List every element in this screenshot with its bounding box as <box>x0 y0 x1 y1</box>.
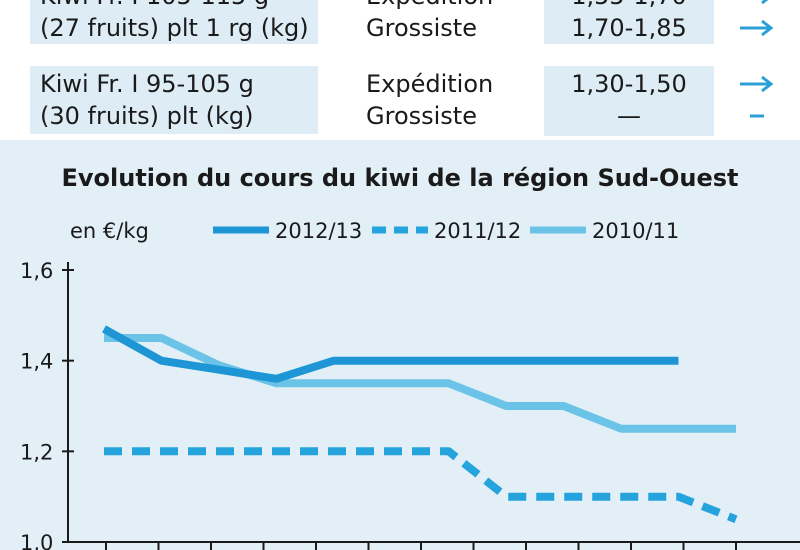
line-chart: en €/kg 2012/13 2011/12 2010/11 1,01,21,41… <box>20 219 800 550</box>
legend-label: 2010/11 <box>592 219 679 243</box>
price-cell: 1,30-1,50 — <box>544 66 714 136</box>
table-row: Kiwi Fr. I 95-105 g (30 fruits) plt (kg)… <box>0 66 800 136</box>
price-line-1: 1,30-1,50 <box>571 70 687 98</box>
legend-label: 2011/12 <box>434 219 521 243</box>
right-arrow-icon <box>761 0 769 5</box>
legend: 2012/13 2011/12 2010/11 <box>213 219 679 243</box>
series-group <box>102 325 738 524</box>
y-tick-label: 1,0 <box>20 531 53 550</box>
series-line-2010-11 <box>104 334 736 433</box>
legend-label: 2012/13 <box>275 219 362 243</box>
chart-panel: Evolution du cours du kiwi de la région … <box>0 150 800 550</box>
table-row: Kiwi Fr. I 105-115 g (27 fruits) plt 1 r… <box>0 0 800 44</box>
price-line-2: 1,70-1,85 <box>571 14 687 42</box>
y-tick-label: 1,4 <box>20 350 53 374</box>
mode-line-1: Expédition <box>366 0 544 12</box>
product-cell: Kiwi Fr. I 105-115 g (27 fruits) plt 1 r… <box>30 0 318 44</box>
y-tick-label: 1,6 <box>20 259 53 283</box>
price-cell: 1,55-1,70 1,70-1,85 <box>544 0 714 44</box>
chart-title: Evolution du cours du kiwi de la région … <box>61 164 739 192</box>
price-line-1: 1,55-1,70 <box>544 0 714 12</box>
mode-line-1: Expédition <box>366 70 494 98</box>
product-line-2: (30 fruits) plt (kg) <box>40 102 254 130</box>
mode-line-2: Grossiste <box>366 14 477 42</box>
right-arrow-icon <box>740 19 774 37</box>
y-tick-label: 1,2 <box>20 440 53 464</box>
y-axis-label: en €/kg <box>70 219 149 243</box>
product-line-1: Kiwi Fr. I 95-105 g <box>40 70 254 98</box>
mode-cell: Expédition Grossiste <box>318 0 544 44</box>
mode-cell: Expédition Grossiste <box>318 66 544 134</box>
dash-icon <box>750 114 764 118</box>
mode-line-2: Grossiste <box>366 102 477 130</box>
right-arrow-icon <box>740 75 774 93</box>
series-line-2012-13 <box>102 325 679 383</box>
product-line-1: Kiwi Fr. I 105-115 g <box>40 0 318 12</box>
trend-cell <box>714 0 800 44</box>
price-line-2: — <box>617 102 641 130</box>
trend-cell <box>714 66 800 136</box>
axes: 1,0 1,2 1,4 1,6 <box>20 259 800 550</box>
product-line-2: (27 fruits) plt 1 rg (kg) <box>40 14 309 42</box>
price-table: Kiwi Fr. I 105-115 g (27 fruits) plt 1 r… <box>0 0 800 140</box>
series-line-2011-12 <box>104 447 738 524</box>
product-cell: Kiwi Fr. I 95-105 g (30 fruits) plt (kg) <box>30 66 318 134</box>
